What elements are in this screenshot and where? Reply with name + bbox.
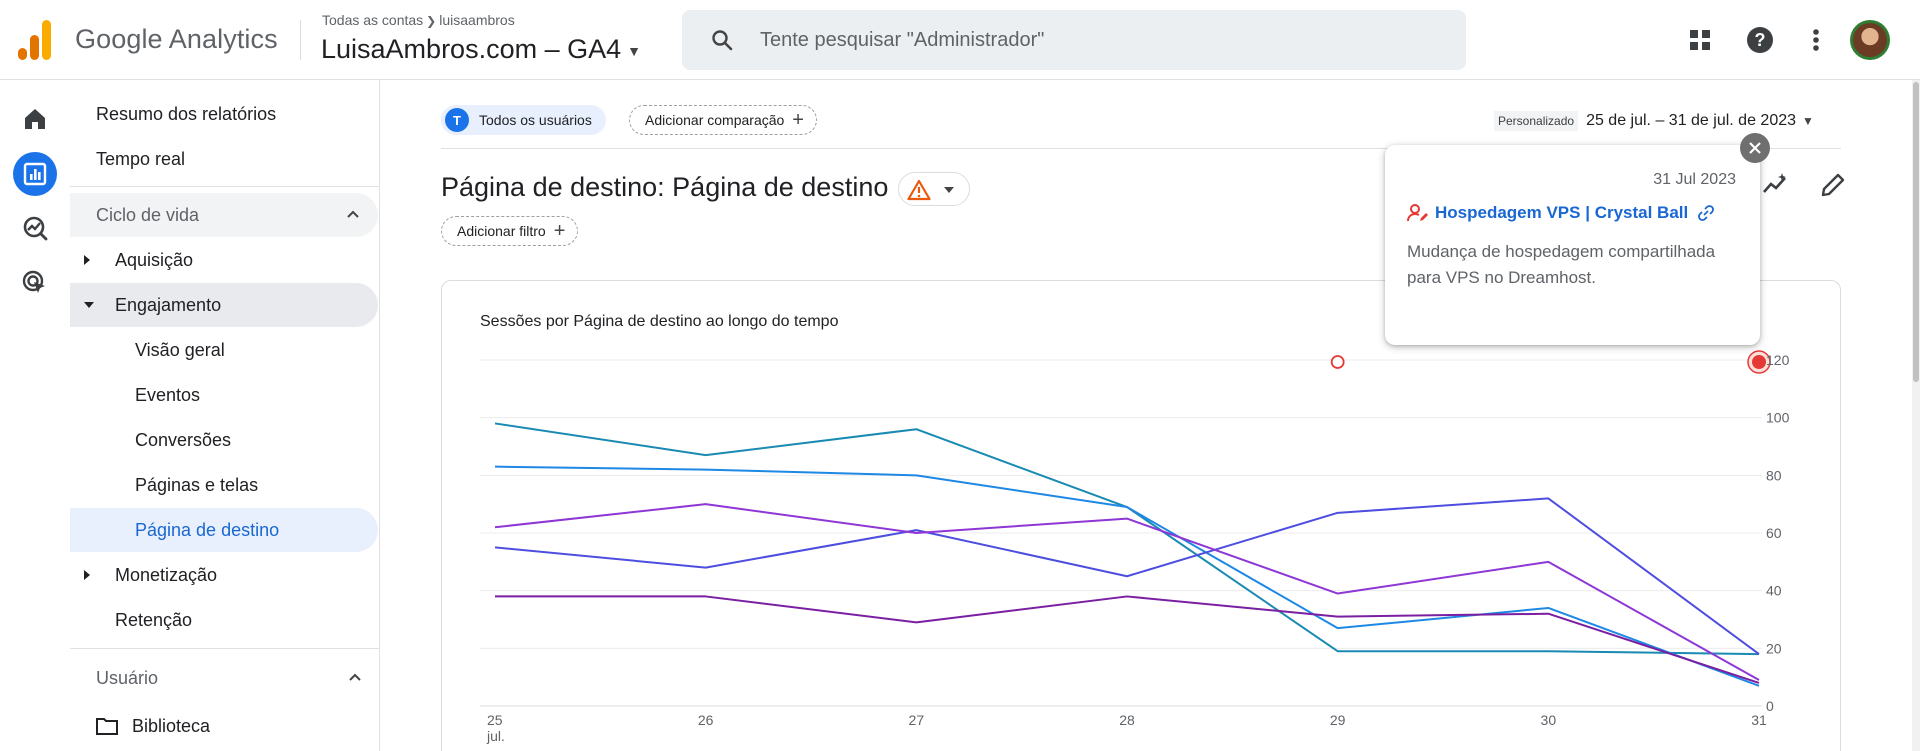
google-analytics-logo[interactable]	[18, 20, 52, 60]
add-filter-button[interactable]: Adicionar filtro +	[441, 216, 579, 246]
nav-divider	[70, 648, 380, 649]
annotation-title-link[interactable]: Hospedagem VPS | Crystal Ball	[1407, 203, 1715, 223]
nav-item-overview[interactable]: Visão geral	[135, 339, 225, 360]
add-comparison-button[interactable]: Adicionar comparação +	[629, 105, 817, 135]
nav-library[interactable]: Biblioteca	[70, 704, 380, 748]
advertising-icon[interactable]	[13, 261, 57, 305]
folder-icon	[96, 718, 118, 735]
nav-item-events[interactable]: Eventos	[135, 384, 201, 405]
person-edit-icon	[1407, 204, 1428, 222]
expand-arrow-icon	[84, 255, 90, 265]
nav-item-pages-screens[interactable]: Páginas e telas	[135, 474, 259, 495]
plus-icon: +	[792, 109, 804, 131]
more-vert-icon[interactable]	[1800, 24, 1832, 56]
annotation-date: 31 Jul 2023	[1653, 171, 1736, 188]
nav-realtime[interactable]: Tempo real	[96, 148, 186, 169]
chevron-up-icon	[349, 673, 361, 681]
dropdown-arrow-icon	[944, 187, 954, 193]
link-icon	[1698, 205, 1715, 221]
avatar[interactable]	[1850, 20, 1890, 60]
data-quality-warning-button[interactable]	[898, 172, 970, 206]
chevron-up-icon	[347, 210, 359, 218]
top-app-bar: Google Analytics Todas as contas ❯ luisaam…	[0, 0, 1920, 80]
chart-title: Sessões por Página de destino ao longo d…	[480, 313, 839, 330]
nav-group-acquisition[interactable]: Aquisição	[70, 238, 380, 282]
divider	[300, 20, 301, 60]
property-name: LuisaAmbros.com – GA4	[321, 34, 622, 64]
search-icon	[712, 30, 733, 51]
search-bar[interactable]	[682, 10, 1466, 70]
segment-badge: T	[445, 108, 469, 132]
brand-name: Google Analytics	[75, 24, 278, 54]
plus-icon: +	[553, 220, 566, 242]
annotation-popup: 31 Jul 2023 Hospedagem VPS | Crystal Bal…	[1385, 145, 1760, 345]
scrollbar-thumb[interactable]	[1913, 82, 1919, 382]
nav-item-conversions[interactable]: Conversões	[135, 429, 232, 450]
close-icon	[1749, 142, 1761, 154]
apps-grid-icon[interactable]	[1684, 24, 1716, 56]
nav-section-user[interactable]: Usuário	[70, 656, 380, 700]
segment-label: Todos os usuários	[479, 112, 592, 128]
breadcrumb[interactable]: Todas as contas ❯ luisaambros	[322, 12, 515, 28]
icon-rail	[0, 80, 70, 751]
chevron-right-icon: ❯	[426, 14, 437, 28]
edit-icon[interactable]	[1818, 170, 1848, 200]
collapse-arrow-icon	[84, 302, 94, 308]
dropdown-arrow-icon: ▼	[627, 42, 641, 59]
nav-reports-snapshot[interactable]: Resumo dos relatórios	[96, 103, 277, 124]
chart-card	[441, 280, 1841, 751]
breadcrumb-root[interactable]: Todas as contas	[322, 12, 424, 28]
search-input[interactable]	[760, 24, 1420, 56]
date-range-picker[interactable]: Personalizado 25 de jul. – 31 de jul. de …	[1494, 110, 1814, 131]
nav-divider	[70, 186, 380, 187]
page-title: Página de destino: Página de destino	[441, 172, 889, 202]
header-divider	[441, 148, 1841, 149]
home-icon[interactable]	[13, 97, 57, 141]
help-icon[interactable]: ?	[1744, 24, 1776, 56]
breadcrumb-account[interactable]: luisaambros	[439, 12, 515, 28]
date-range-value: 25 de jul. – 31 de jul. de 2023	[1586, 112, 1797, 129]
scrollbar[interactable]	[1912, 80, 1920, 751]
warning-icon	[907, 179, 931, 201]
expand-arrow-icon	[84, 570, 90, 580]
explore-icon[interactable]	[13, 206, 57, 250]
reports-icon[interactable]	[13, 152, 57, 196]
close-popup-button[interactable]	[1740, 133, 1770, 163]
side-navigation: Resumo dos relatórios Tempo real Ciclo d…	[70, 80, 380, 751]
property-selector[interactable]: LuisaAmbros.com – GA4 ▼	[321, 34, 641, 65]
dropdown-arrow-icon: ▼	[1802, 114, 1814, 128]
insights-icon[interactable]	[1761, 170, 1791, 200]
date-range-tag: Personalizado	[1494, 110, 1579, 131]
annotation-description: Mudança de hospedagem compartilhada para…	[1407, 242, 1716, 287]
segment-chip[interactable]: T Todos os usuários	[441, 105, 606, 135]
svg-text:?: ?	[1755, 30, 1766, 50]
nav-group-monetization[interactable]: Monetização	[70, 553, 380, 597]
nav-section-lifecycle[interactable]: Ciclo de vida	[70, 193, 378, 237]
nav-group-engagement[interactable]: Engajamento	[70, 283, 378, 327]
nav-item-landing-page[interactable]: Página de destino	[70, 508, 378, 552]
nav-item-retention[interactable]: Retenção	[115, 609, 193, 630]
